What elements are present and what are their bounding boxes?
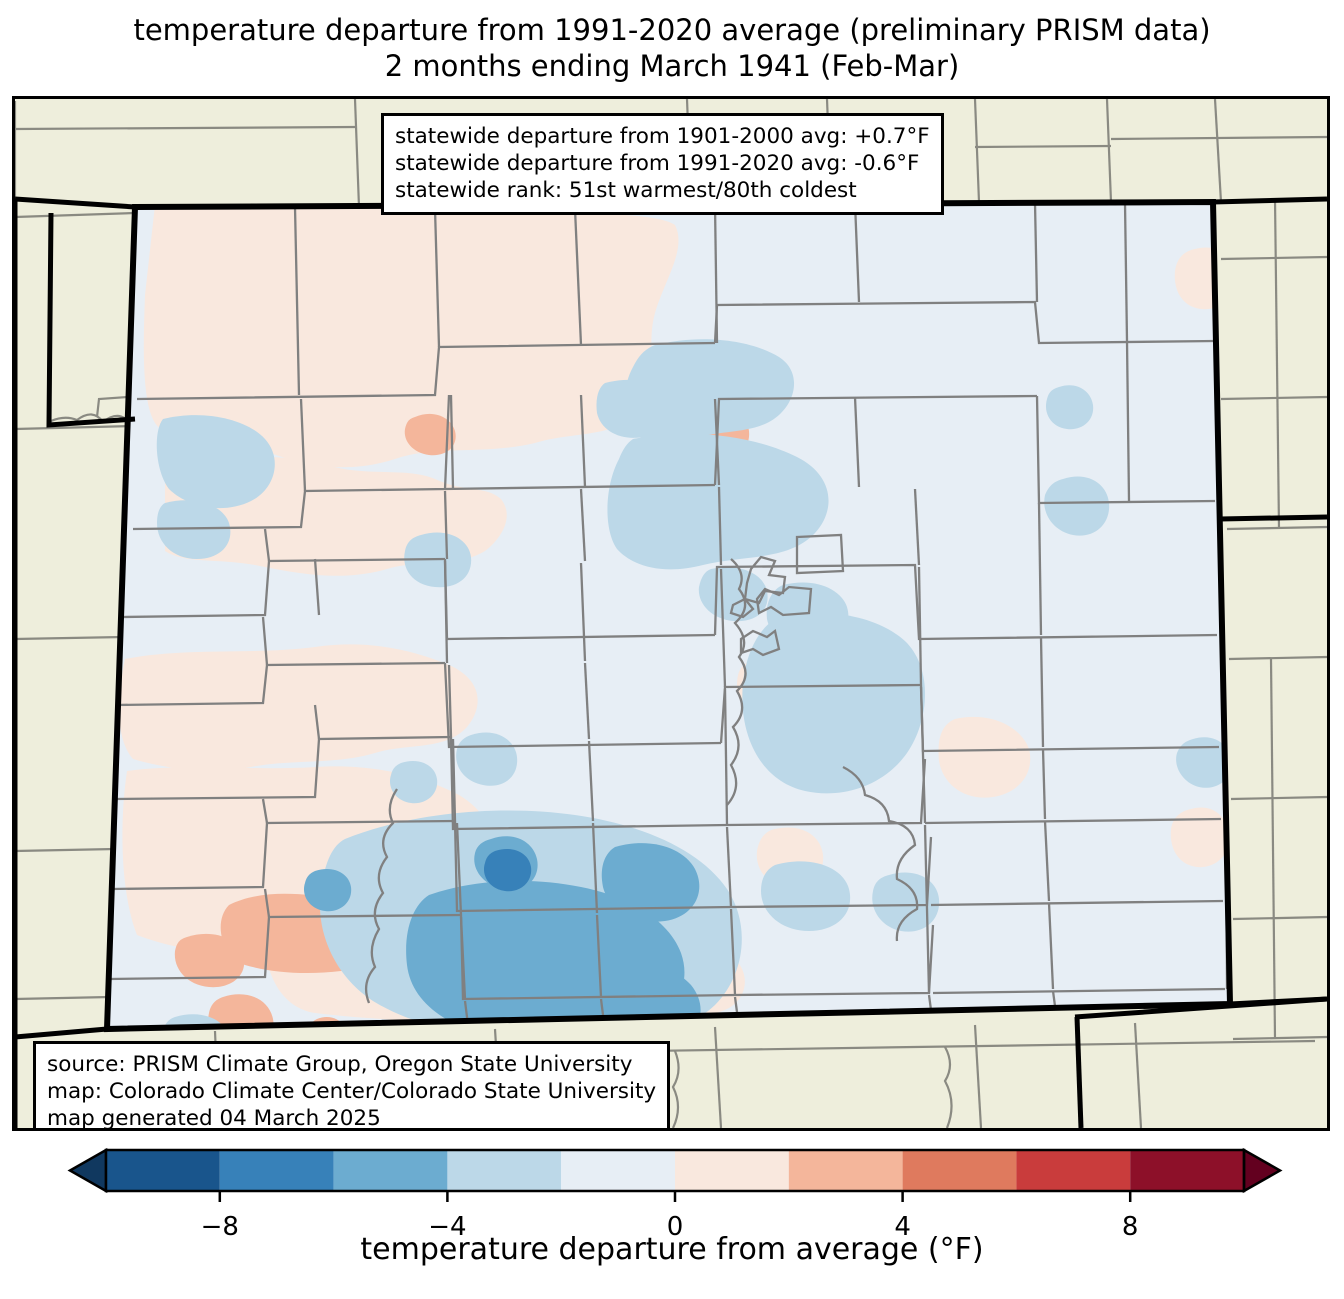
colorbar-bands xyxy=(67,1147,1283,1194)
colorbar-tick-labels: −8 −4 0 4 8 xyxy=(201,1212,1139,1242)
temperature-anomaly-field xyxy=(107,202,1230,1029)
colorbar-under-arrow xyxy=(67,1147,108,1194)
page-title: temperature departure from 1991-2020 ave… xyxy=(0,12,1344,84)
colorbar-band xyxy=(1016,1150,1131,1191)
colorbar-band xyxy=(219,1150,334,1191)
colorbar-over-arrow xyxy=(1242,1147,1283,1194)
anomaly-band-neg8-to-neg6 xyxy=(483,848,532,892)
colorbar-tick-label: −4 xyxy=(428,1212,466,1242)
statewide-stats-box: statewide departure from 1901-2000 avg: … xyxy=(381,113,944,215)
source-credit-box: source: PRISM Climate Group, Oregon Stat… xyxy=(33,1041,671,1131)
colorbar-tick-label: 8 xyxy=(1122,1212,1139,1242)
colorbar-tick-label: 4 xyxy=(894,1212,911,1242)
colorbar-tick-label: 0 xyxy=(667,1212,684,1242)
colorbar-band xyxy=(675,1150,789,1191)
colorbar-axis-label: temperature departure from average (°F) xyxy=(360,1232,984,1267)
colorbar: −8 −4 0 4 8 xyxy=(0,1143,1344,1299)
colorbar-band xyxy=(1130,1150,1244,1191)
stats-line-3: statewide rank: 51st warmest/80th coldes… xyxy=(395,178,857,203)
colorbar-band xyxy=(788,1150,903,1191)
colorbar-band xyxy=(561,1150,675,1191)
colorbar-band xyxy=(902,1150,1017,1191)
source-line-2: map: Colorado Climate Center/Colorado St… xyxy=(47,1079,657,1104)
colorbar-tick-label: −8 xyxy=(201,1212,239,1242)
colorbar-band xyxy=(106,1150,220,1191)
anomaly-band-neg6-to-neg4 xyxy=(303,836,701,1029)
map-frame: statewide departure from 1901-2000 avg: … xyxy=(12,96,1330,1131)
neighboring-state-borders xyxy=(15,196,1327,1128)
title-line-1: temperature departure from 1991-2020 ave… xyxy=(133,13,1211,47)
colorado-temperature-anomaly-map xyxy=(15,99,1327,1128)
source-line-3: map generated 04 March 2025 xyxy=(47,1106,381,1131)
stats-line-2: statewide departure from 1991-2020 avg: … xyxy=(395,151,920,176)
colorbar-svg: −8 −4 0 4 8 xyxy=(67,1147,1283,1242)
colorbar-band xyxy=(447,1150,562,1191)
title-line-2: 2 months ending March 1941 (Feb-Mar) xyxy=(384,49,960,83)
county-boundaries xyxy=(108,202,1229,1029)
colorbar-band xyxy=(333,1150,448,1191)
source-line-1: source: PRISM Climate Group, Oregon Stat… xyxy=(47,1052,633,1077)
stats-line-1: statewide departure from 1901-2000 avg: … xyxy=(395,124,930,149)
colorbar-ticks xyxy=(218,1191,1132,1202)
